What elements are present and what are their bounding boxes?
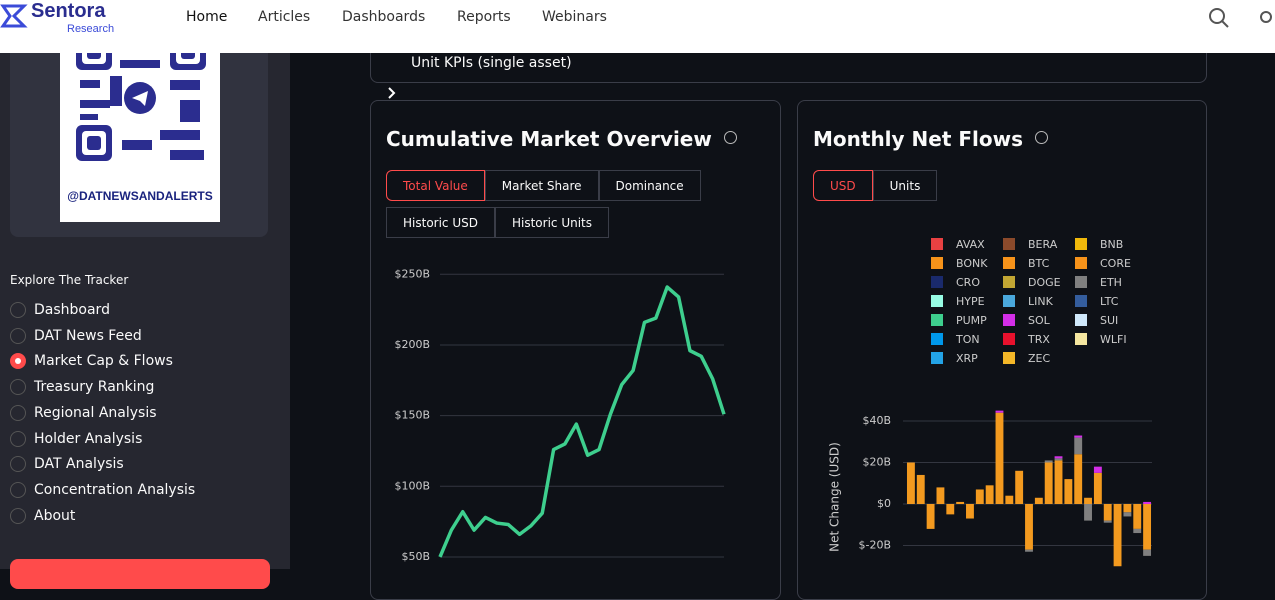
expander-label: Unit KPIs (single asset) (411, 55, 572, 71)
radio-label: Holder Analysis (34, 430, 143, 447)
radio-option[interactable]: About (10, 506, 75, 526)
help-icon[interactable] (723, 131, 737, 144)
tab[interactable]: Total Value (386, 170, 485, 201)
chevron (388, 87, 396, 99)
tab[interactable]: Market Share (484, 170, 599, 201)
radio-label: Dashboard (34, 302, 110, 318)
radio-option[interactable]: Market Cap & Flows (10, 351, 173, 371)
radio-option[interactable]: DAT News Feed (10, 326, 142, 346)
radio-dot (10, 404, 26, 421)
action-button[interactable] (10, 559, 270, 589)
chart-title-wrap: Cumulative Market Overview (386, 127, 737, 151)
tab[interactable]: Historic USD (386, 207, 495, 238)
logo[interactable] (0, 2, 28, 28)
radio-dot (10, 481, 26, 498)
nav-link[interactable]: Dashboards (342, 9, 426, 25)
radio-label: Regional Analysis (34, 404, 157, 421)
tab[interactable]: Historic Units (494, 207, 609, 238)
radio-label: Treasury Ranking (34, 379, 155, 396)
radio-label: DAT Analysis (34, 456, 124, 473)
radio-dot (10, 302, 26, 318)
nav-link[interactable]: Webinars (542, 9, 607, 25)
radio-option[interactable]: Treasury Ranking (10, 377, 154, 397)
header: Sentora Research Home Articles Dashboards R… (0, 0, 1275, 53)
sidebar: @DATNEWSANDALERTS Explore The Tracker Da… (0, 0, 290, 589)
radio-option[interactable]: Concentration Analysis (10, 480, 195, 500)
radio-label: DAT News Feed (34, 327, 142, 344)
radio-option[interactable]: Regional Analysis (10, 403, 157, 423)
brand[interactable]: Sentora (31, 0, 106, 22)
nav-link[interactable]: Reports (457, 9, 511, 25)
radio-option[interactable]: Dashboard (10, 300, 110, 320)
radio-label: About (34, 507, 76, 524)
chart-title-wrap: Monthly Net Flows (813, 127, 1048, 151)
radio-label: Market Cap & Flows (34, 353, 173, 370)
theme-icon[interactable] (1255, 7, 1275, 29)
radio-dot (10, 353, 26, 370)
radio-dot (10, 327, 26, 344)
tab[interactable]: Dominance (598, 170, 701, 201)
help-icon[interactable] (1035, 131, 1048, 144)
radio-dot (10, 430, 26, 447)
chart-title: Cumulative Market Overview (386, 127, 712, 151)
brand-sub: Research (67, 23, 115, 35)
radio-dot (10, 379, 26, 396)
nav-link[interactable]: Home (186, 9, 228, 25)
radio-dot (10, 507, 26, 524)
tab[interactable]: Units (872, 170, 938, 201)
qr-handle: @DATNEWSANDALERTS (67, 189, 213, 203)
nav-heading: Explore The Tracker (10, 273, 129, 287)
nav-link[interactable]: Articles (258, 9, 311, 25)
tab[interactable]: USD (813, 170, 873, 201)
radio-label: Concentration Analysis (34, 481, 196, 498)
radio-option[interactable]: DAT Analysis (10, 454, 124, 474)
chart-card: Monthly Net Flows USD Units (797, 100, 1207, 600)
chart-card: Cumulative Market Overview Total Value Ma… (370, 100, 781, 600)
search-icon[interactable] (1208, 7, 1230, 29)
radio-dot (10, 456, 26, 473)
radio-option[interactable]: Holder Analysis (10, 429, 142, 449)
chart-title: Monthly Net Flows (813, 127, 1023, 151)
